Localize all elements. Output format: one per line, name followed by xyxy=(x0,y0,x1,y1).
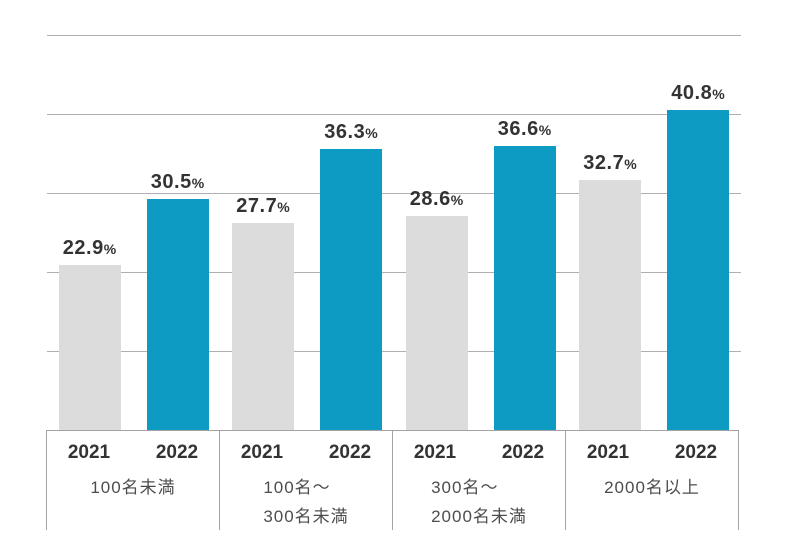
percent-suffix: % xyxy=(538,122,552,138)
bar-2022 xyxy=(320,149,383,430)
bar-value-label: 36.6% xyxy=(497,118,552,140)
percent-suffix: % xyxy=(712,86,726,102)
percent-suffix: % xyxy=(624,156,638,172)
category-label-lines: 100名～ 300名未満 xyxy=(263,473,348,531)
bar-slot-2022: 30.5% xyxy=(146,171,209,430)
percent-suffix: % xyxy=(103,241,117,257)
category-label: 2000名以上 xyxy=(566,473,738,502)
year-row: 2021 2022 xyxy=(566,431,738,464)
gridline xyxy=(47,35,741,36)
category-label: 100名～ 300名未満 xyxy=(220,473,392,531)
bar-value-label: 30.5% xyxy=(150,171,205,193)
bar-slot-2022: 40.8% xyxy=(667,82,730,430)
bar-group: 27.7% 36.3% xyxy=(221,121,395,430)
category-legend-box: 2021 2022 100名未満 2021 2022 100名～ 300名未満 2021 202… xyxy=(46,430,739,530)
gridline xyxy=(47,114,741,115)
category-cell: 2021 2022 100名～ 300名未満 xyxy=(219,431,392,530)
gridline xyxy=(47,272,741,273)
category-line: 300名～ xyxy=(431,478,499,497)
category-line: 100名～ xyxy=(263,478,331,497)
category-cell: 2021 2022 100名未満 xyxy=(46,431,219,530)
category-label: 100名未満 xyxy=(47,473,219,502)
bar-slot-2022: 36.6% xyxy=(493,118,556,430)
bar-value-label: 28.6% xyxy=(409,188,464,210)
bar-2021 xyxy=(232,223,295,430)
category-line: 2000名未満 xyxy=(431,507,527,526)
category-line: 300名未満 xyxy=(263,507,349,526)
bar-2022 xyxy=(146,199,209,430)
category-label-lines: 300名～ 2000名未満 xyxy=(431,473,527,531)
category-label: 300名～ 2000名未満 xyxy=(393,473,565,531)
category-line: 100名未満 xyxy=(90,478,176,497)
bar-slot-2021: 27.7% xyxy=(232,195,295,430)
bar-group: 32.7% 40.8% xyxy=(568,82,742,430)
bar-2021 xyxy=(579,180,642,430)
year-row: 2021 2022 xyxy=(47,431,219,464)
bar-2022 xyxy=(493,146,556,430)
percent-suffix: % xyxy=(450,192,464,208)
bar-value-label: 27.7% xyxy=(236,195,291,217)
percent-suffix: % xyxy=(191,175,205,191)
category-label-lines: 100名未満 xyxy=(90,473,175,502)
bar-slot-2022: 36.3% xyxy=(320,121,383,430)
bar-2021 xyxy=(405,216,468,430)
gridline xyxy=(47,351,741,352)
year-row: 2021 2022 xyxy=(220,431,392,464)
year-label-2022: 2022 xyxy=(328,442,372,463)
year-label-2022: 2022 xyxy=(155,442,199,463)
percent-suffix: % xyxy=(277,199,291,215)
percent-suffix: % xyxy=(365,125,379,141)
plot-area: 22.9% 30.5% 27.7% 36.3% 28.6% 36.6% 32.7% 40.8% xyxy=(47,35,741,430)
year-label-2021: 2021 xyxy=(413,442,457,463)
year-label-2021: 2021 xyxy=(240,442,284,463)
bar-slot-2021: 32.7% xyxy=(579,152,642,430)
gridline xyxy=(47,193,741,194)
bar-value-label: 22.9% xyxy=(62,237,117,259)
category-cell: 2021 2022 300名～ 2000名未満 xyxy=(392,431,565,530)
bar-slot-2021: 28.6% xyxy=(405,188,468,430)
bar-group: 22.9% 30.5% xyxy=(47,171,221,430)
bars-row: 22.9% 30.5% 27.7% 36.3% 28.6% 36.6% 32.7% 40.8% xyxy=(47,35,741,430)
bar-value-label: 32.7% xyxy=(583,152,638,174)
year-label-2022: 2022 xyxy=(674,442,718,463)
year-label-2022: 2022 xyxy=(501,442,545,463)
category-line: 2000名以上 xyxy=(604,478,700,497)
bar-2022 xyxy=(667,110,730,430)
bar-value-label: 40.8% xyxy=(671,82,726,104)
year-row: 2021 2022 xyxy=(393,431,565,464)
year-label-2021: 2021 xyxy=(67,442,111,463)
year-label-2021: 2021 xyxy=(586,442,630,463)
bar-2021 xyxy=(58,265,121,430)
category-label-lines: 2000名以上 xyxy=(604,473,700,502)
category-cell: 2021 2022 2000名以上 xyxy=(565,431,739,530)
bar-group: 28.6% 36.6% xyxy=(394,118,568,430)
bar-value-label: 36.3% xyxy=(324,121,379,143)
bar-slot-2021: 22.9% xyxy=(58,237,121,430)
